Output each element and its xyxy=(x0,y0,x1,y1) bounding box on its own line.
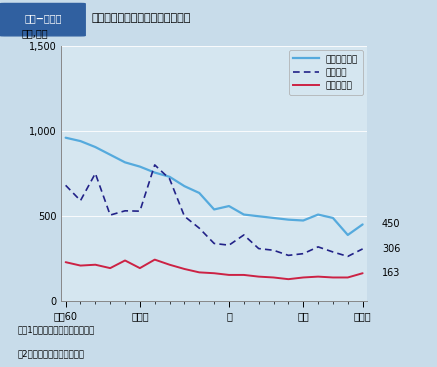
Legend: 踏切事故件数, 死傷者数, うち死者数: 踏切事故件数, 死傷者数, うち死者数 xyxy=(289,50,363,95)
Text: 450: 450 xyxy=(382,219,400,229)
Text: 163: 163 xyxy=(382,268,400,278)
Text: 注　1　国土交通省資料による。: 注 1 国土交通省資料による。 xyxy=(17,325,95,334)
Text: 2　死者数は２４時間死者: 2 死者数は２４時間死者 xyxy=(17,349,84,358)
FancyBboxPatch shape xyxy=(0,3,85,36)
Text: 第１−４０図: 第１−４０図 xyxy=(25,14,62,23)
Text: （件,人）: （件,人） xyxy=(21,28,48,38)
Text: 踏切事故の件数と死傷者数の推移: 踏切事故の件数と死傷者数の推移 xyxy=(92,14,191,23)
Text: 306: 306 xyxy=(382,244,400,254)
